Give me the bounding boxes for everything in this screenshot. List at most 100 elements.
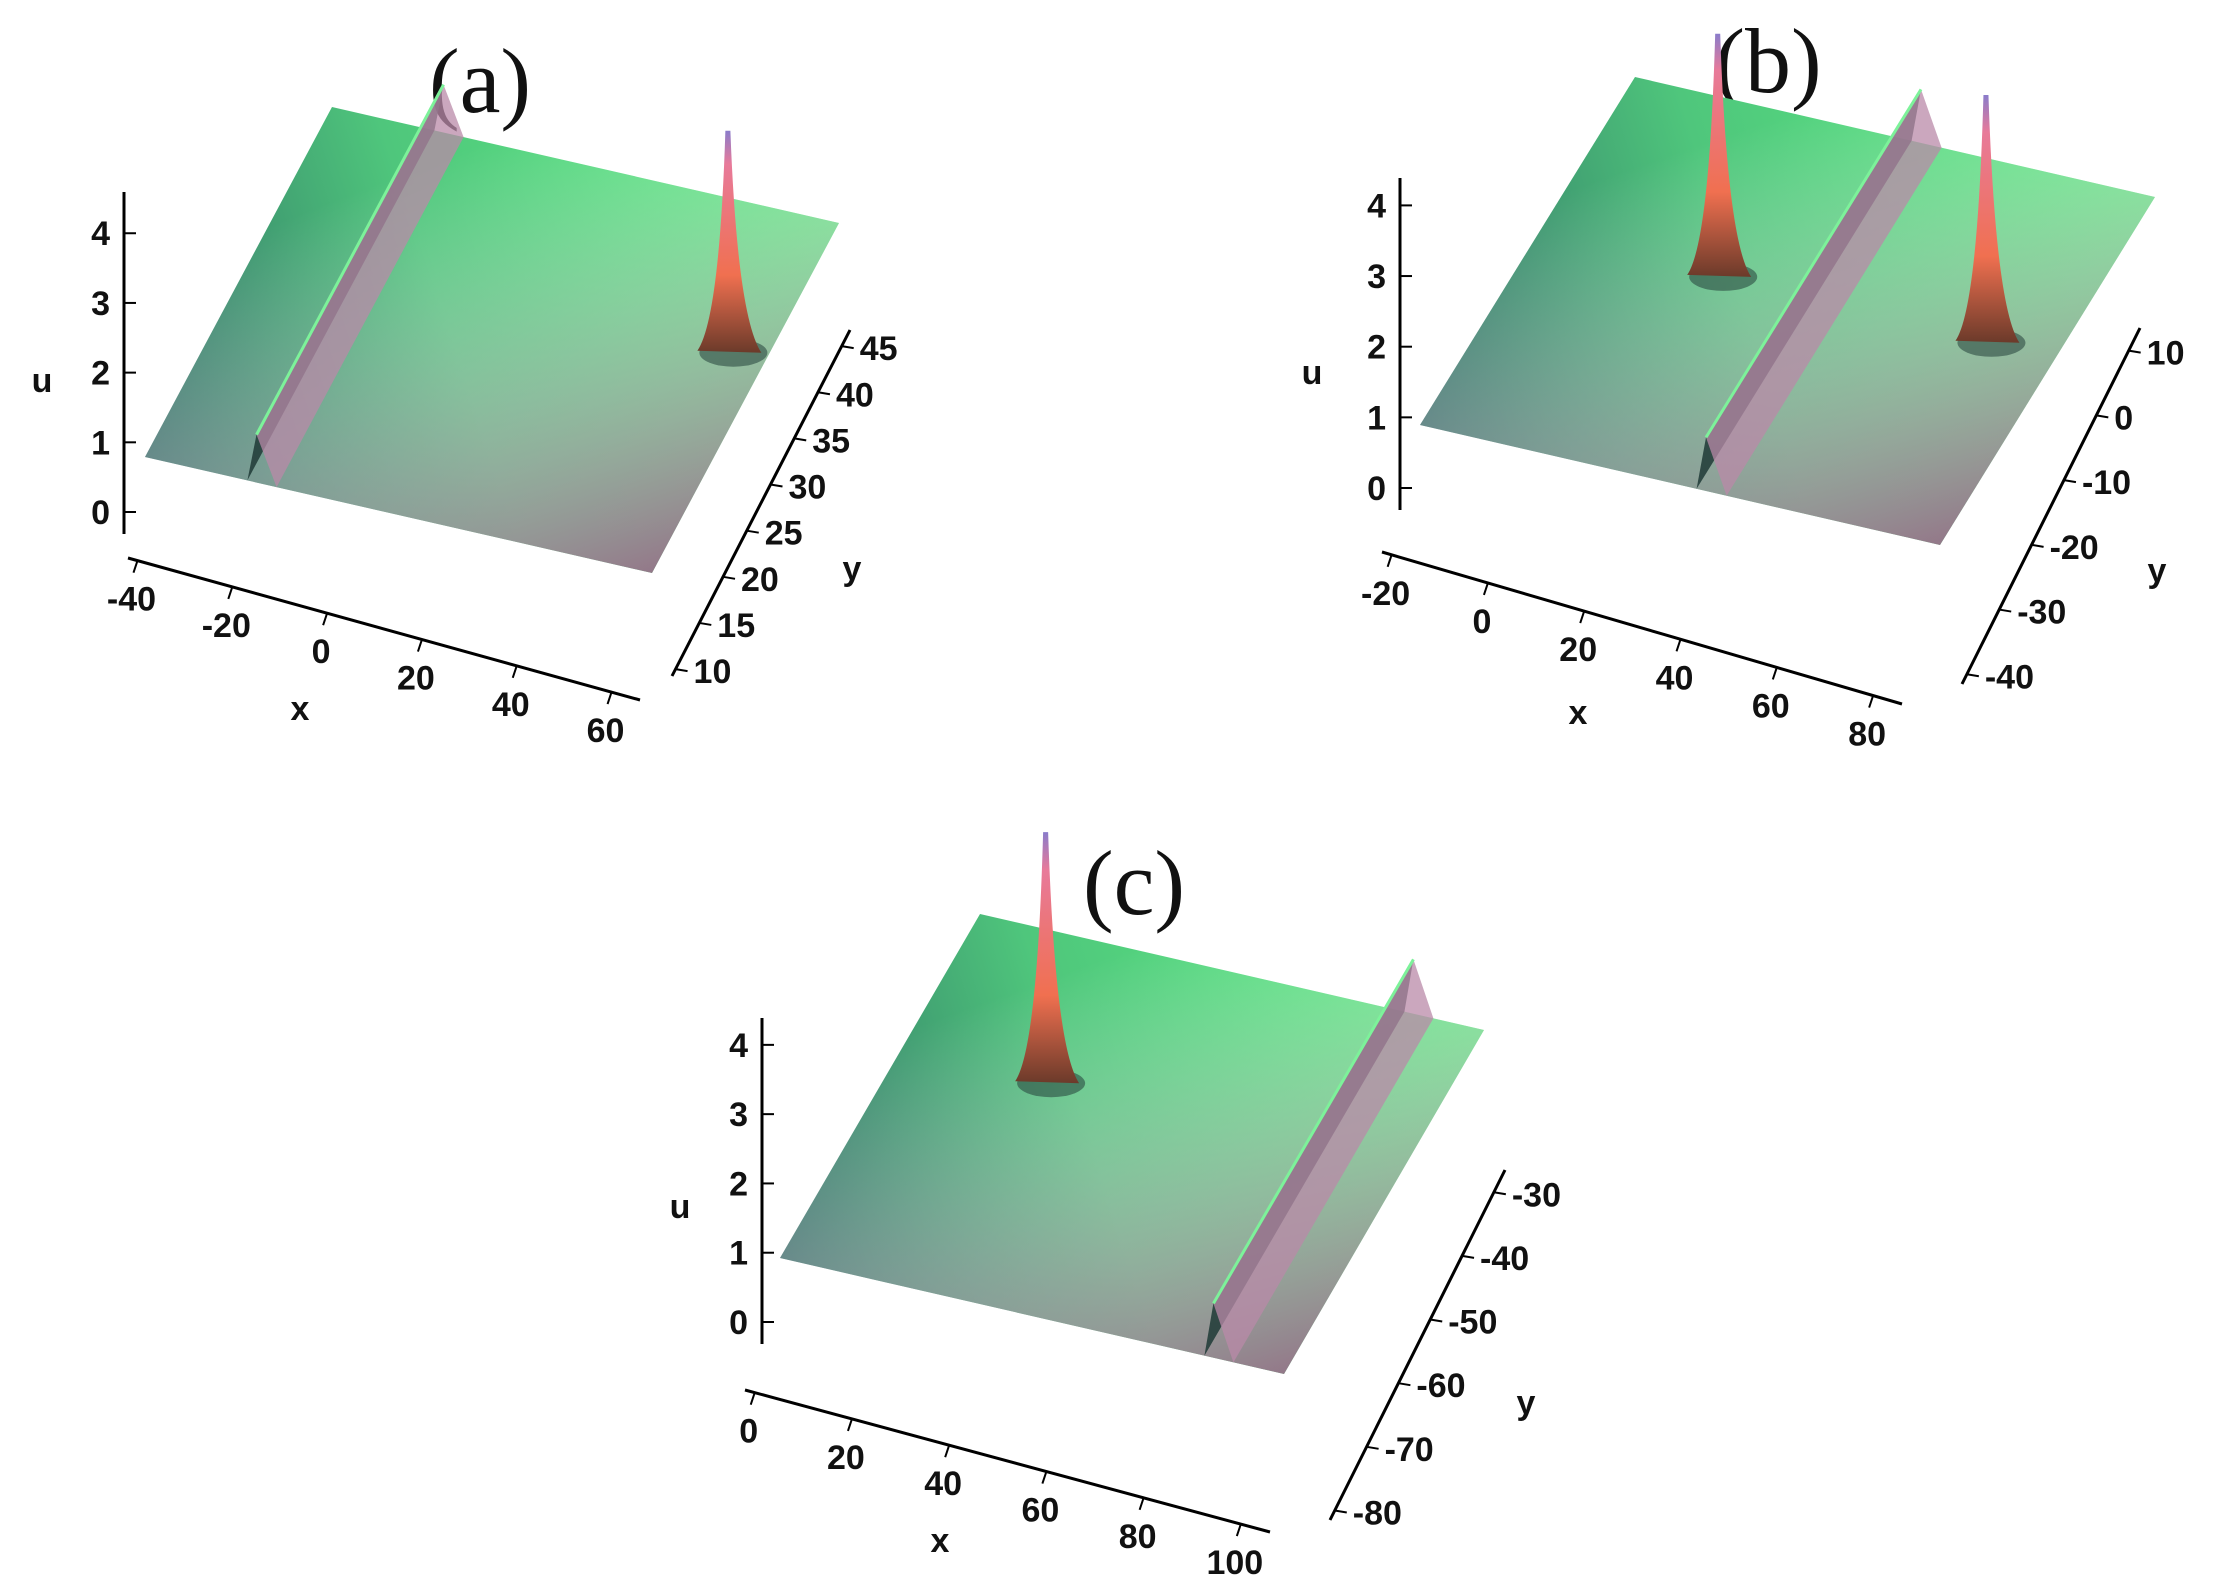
panel-title-c: (c) [1083, 832, 1185, 934]
x-tick-label: -20 [202, 607, 251, 645]
x-tick-label: 40 [492, 686, 530, 724]
x-tick-label: 40 [924, 1465, 962, 1503]
y-tick [2096, 414, 2109, 419]
x-tick-label: 60 [587, 712, 625, 750]
y-tick [841, 345, 854, 350]
y-tick [722, 575, 736, 580]
axes-a: 0 1 2 3 4 -40 -20 0 20 40 60 10 15 20 25 30 35 40 45 [91, 192, 898, 750]
y-tick [1493, 1191, 1507, 1196]
x-tick-label: 60 [1021, 1492, 1059, 1530]
x-axis-label-c: x [931, 1522, 950, 1560]
y-axis-line [1328, 1169, 1507, 1521]
y-tick [1999, 608, 2012, 613]
y-tick [817, 391, 831, 396]
z-tick-label: 3 [1367, 258, 1386, 296]
z-tick-label: 2 [729, 1165, 748, 1203]
z-tick-label: 4 [1367, 187, 1386, 225]
x-tick [749, 1392, 756, 1405]
z-tick-label: 1 [1367, 399, 1386, 437]
y-tick-label: -70 [1385, 1431, 1434, 1469]
y-axis-label-c: y [1517, 1384, 1536, 1422]
x-axis-line [1381, 550, 1903, 706]
z-tick-label: 4 [91, 215, 110, 253]
y-tick-label: 10 [694, 653, 732, 691]
z-tick-label: 0 [729, 1304, 748, 1342]
y-tick-label: -80 [1353, 1494, 1402, 1532]
soliton-light-face [1213, 959, 1434, 1363]
z-tick-label: 2 [91, 355, 110, 393]
x-tick-label: -40 [107, 581, 156, 619]
y-tick-label: -40 [1985, 658, 2034, 696]
y-tick [2128, 349, 2141, 354]
x-tick [132, 560, 139, 573]
x-tick-label: 60 [1752, 687, 1790, 725]
y-tick-label: 15 [717, 607, 755, 645]
lump-spike [1015, 832, 1080, 1084]
surface-c [780, 832, 1484, 1374]
z-tick-label: 0 [91, 494, 110, 532]
x-tick [1675, 638, 1682, 652]
surface-b [1420, 33, 2155, 545]
x-tick [227, 586, 234, 600]
y-tick-label: -40 [1480, 1240, 1529, 1278]
x-tick [1041, 1471, 1048, 1484]
z-tick-label: 0 [1367, 470, 1386, 508]
x-tick [1386, 554, 1393, 568]
soliton-crest [1704, 88, 1923, 439]
x-tick-label: 20 [397, 660, 435, 698]
x-tick [322, 612, 329, 626]
y-tick [1334, 1509, 1347, 1514]
y-tick [770, 483, 783, 488]
x-tick-label: 20 [827, 1439, 865, 1477]
lump-spike [697, 130, 762, 353]
x-tick [846, 1418, 853, 1432]
x-tick [1482, 582, 1489, 596]
soliton-light-face [256, 84, 464, 488]
z-tick-label: 4 [729, 1027, 748, 1065]
panel-b: (b) 0 1 2 3 4 -20 0 20 40 60 80 -40 -30 -20 -10 0 10 u x… [1302, 10, 2185, 754]
y-tick-label: -10 [2082, 464, 2131, 502]
y-tick-label: 0 [2114, 399, 2133, 437]
y-tick [1430, 1318, 1443, 1323]
x-tick-label: 80 [1119, 1518, 1157, 1556]
soliton-crest [255, 83, 445, 436]
y-axis-label-b: y [2148, 552, 2167, 590]
y-tick [675, 668, 688, 673]
lump-spike [1955, 95, 2020, 343]
y-tick [794, 437, 807, 442]
y-tick [2063, 479, 2077, 484]
y-tick [1461, 1254, 1475, 1259]
z-axis-label-a: u [32, 362, 53, 400]
x-axis-label-a: x [291, 690, 310, 728]
surface-shade [145, 107, 839, 573]
y-tick [1398, 1382, 1411, 1387]
x-tick [416, 639, 423, 652]
y-tick-label: 30 [788, 469, 826, 507]
x-axis-line [127, 556, 641, 702]
z-tick-label: 3 [729, 1096, 748, 1134]
soliton-light-face [1706, 89, 1942, 496]
x-tick [944, 1444, 951, 1458]
x-tick [1138, 1497, 1145, 1511]
y-tick [699, 621, 712, 626]
y-axis-label-a: y [843, 550, 862, 588]
y-tick-label: 20 [741, 561, 779, 599]
axes-b: 0 1 2 3 4 -20 0 20 40 60 80 -40 -30 -20 -10 0 10 [1361, 178, 2185, 754]
surface-a [145, 83, 839, 573]
x-tick [1868, 695, 1875, 708]
y-tick-label: 25 [765, 515, 803, 553]
y-tick-label: 35 [812, 422, 850, 460]
x-tick [1235, 1523, 1242, 1537]
y-tick-label: -60 [1416, 1367, 1465, 1405]
panel-c: (c) 01234020406080100-80-70-60-50-40-30 … [670, 832, 1561, 1582]
x-tick-label: 20 [1559, 631, 1597, 669]
z-axis-label-c: u [670, 1188, 691, 1226]
z-tick-label: 3 [91, 285, 110, 323]
x-tick-label: 40 [1656, 659, 1694, 697]
y-tick [746, 529, 759, 534]
x-tick-label: 100 [1206, 1544, 1263, 1582]
z-tick-label: 1 [91, 424, 110, 462]
z-tick-label: 2 [1367, 329, 1386, 367]
